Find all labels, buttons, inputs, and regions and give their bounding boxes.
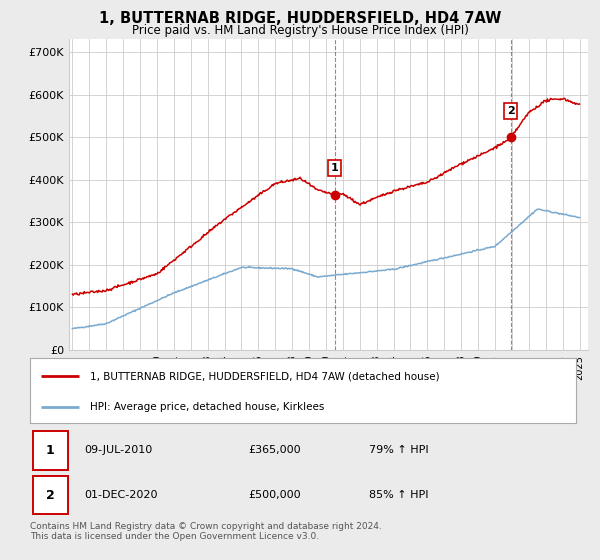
Text: 01-DEC-2020: 01-DEC-2020 xyxy=(85,490,158,500)
Text: Contains HM Land Registry data © Crown copyright and database right 2024.
This d: Contains HM Land Registry data © Crown c… xyxy=(30,522,382,542)
Text: 1: 1 xyxy=(46,444,55,457)
Text: £365,000: £365,000 xyxy=(248,445,301,455)
Text: 2: 2 xyxy=(46,488,55,502)
Text: 1: 1 xyxy=(331,163,338,173)
Text: £500,000: £500,000 xyxy=(248,490,301,500)
Text: 09-JUL-2010: 09-JUL-2010 xyxy=(85,445,153,455)
Text: 1, BUTTERNAB RIDGE, HUDDERSFIELD, HD4 7AW (detached house): 1, BUTTERNAB RIDGE, HUDDERSFIELD, HD4 7A… xyxy=(90,371,440,381)
Text: Price paid vs. HM Land Registry's House Price Index (HPI): Price paid vs. HM Land Registry's House … xyxy=(131,24,469,36)
FancyBboxPatch shape xyxy=(33,476,68,514)
Text: HPI: Average price, detached house, Kirklees: HPI: Average price, detached house, Kirk… xyxy=(90,402,325,412)
Text: 2: 2 xyxy=(506,106,514,116)
Text: 85% ↑ HPI: 85% ↑ HPI xyxy=(368,490,428,500)
FancyBboxPatch shape xyxy=(33,431,68,469)
Text: 79% ↑ HPI: 79% ↑ HPI xyxy=(368,445,428,455)
Text: 1, BUTTERNAB RIDGE, HUDDERSFIELD, HD4 7AW: 1, BUTTERNAB RIDGE, HUDDERSFIELD, HD4 7A… xyxy=(99,11,501,26)
